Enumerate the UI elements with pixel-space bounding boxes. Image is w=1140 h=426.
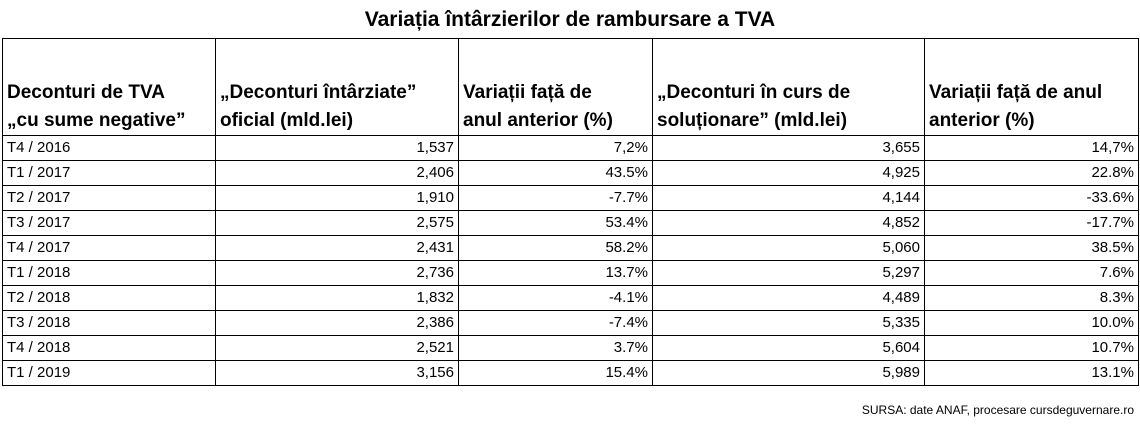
period-cell: T2 / 2017 [2,185,216,211]
official-delayed-cell: 2,406 [215,160,459,186]
in-progress-cell: 4,144 [652,185,925,211]
official-change-cell: 7,2% [458,135,653,161]
period-cell: T4 / 2018 [2,335,216,361]
table-title: Variația întârzierilor de rambursare a T… [364,8,776,31]
official-delayed-cell: 2,736 [215,260,459,286]
official-change-cell: -7.7% [458,185,653,211]
table-row: T2 / 2018 1,832 -4.1% 4,489 8.3% [2,285,1139,311]
official-change-cell: 43.5% [458,160,653,186]
period-cell: T1 / 2017 [2,160,216,186]
column-header-period: Deconturi de TVA „cu sume negative” [2,38,216,136]
period-cell: T4 / 2016 [2,135,216,161]
official-change-cell: 3.7% [458,335,653,361]
table-row: T1 / 2018 2,736 13.7% 5,297 7.6% [2,260,1139,286]
official-change-cell: 15.4% [458,360,653,386]
official-delayed-cell: 2,575 [215,210,459,236]
table-row: T3 / 2017 2,575 53.4% 4,852 -17.7% [2,210,1139,236]
column-header-in-progress: „Deconturi în curs de soluționare” (mld.… [652,38,925,136]
in-progress-change-cell: -17.7% [924,210,1139,236]
official-change-cell: 53.4% [458,210,653,236]
table-row: T2 / 2017 1,910 -7.7% 4,144 -33.6% [2,185,1139,211]
table-row: T4 / 2016 1,537 7,2% 3,655 14,7% [2,135,1139,161]
in-progress-cell: 3,655 [652,135,925,161]
official-change-cell: 58.2% [458,235,653,261]
table-row: T1 / 2019 3,156 15.4% 5,989 13.1% [2,360,1139,386]
column-header-official-delayed: „Deconturi întârziate” oficial (mld.lei) [215,38,459,136]
in-progress-cell: 5,989 [652,360,925,386]
in-progress-change-cell: 38.5% [924,235,1139,261]
header-row: Deconturi de TVA „cu sume negative” „Dec… [2,38,1139,136]
official-delayed-cell: 2,431 [215,235,459,261]
in-progress-change-cell: 8.3% [924,285,1139,311]
official-delayed-cell: 3,156 [215,360,459,386]
vat-delays-table: Deconturi de TVA „cu sume negative” „Dec… [2,38,1139,386]
period-cell: T3 / 2017 [2,210,216,236]
column-header-in-progress-change: Variații față de anul anterior (%) [924,38,1139,136]
official-delayed-cell: 2,521 [215,335,459,361]
in-progress-change-cell: 13.1% [924,360,1139,386]
column-header-official-change: Variații față de anul anterior (%) [458,38,653,136]
official-delayed-cell: 1,537 [215,135,459,161]
in-progress-cell: 5,297 [652,260,925,286]
official-change-cell: -7.4% [458,310,653,336]
in-progress-change-cell: -33.6% [924,185,1139,211]
in-progress-change-cell: 22.8% [924,160,1139,186]
official-delayed-cell: 2,386 [215,310,459,336]
in-progress-change-cell: 14,7% [924,135,1139,161]
official-delayed-cell: 1,832 [215,285,459,311]
period-cell: T3 / 2018 [2,310,216,336]
period-cell: T1 / 2018 [2,260,216,286]
in-progress-cell: 5,604 [652,335,925,361]
official-change-cell: 13.7% [458,260,653,286]
in-progress-change-cell: 10.7% [924,335,1139,361]
period-cell: T1 / 2019 [2,360,216,386]
in-progress-cell: 4,489 [652,285,925,311]
table-row: T1 / 2017 2,406 43.5% 4,925 22.8% [2,160,1139,186]
source-note: SURSA: date ANAF, procesare cursdeguvern… [861,403,1134,417]
in-progress-change-cell: 10.0% [924,310,1139,336]
in-progress-cell: 4,925 [652,160,925,186]
in-progress-change-cell: 7.6% [924,260,1139,286]
official-delayed-cell: 1,910 [215,185,459,211]
table-row: T3 / 2018 2,386 -7.4% 5,335 10.0% [2,310,1139,336]
in-progress-cell: 4,852 [652,210,925,236]
table-row: T4 / 2017 2,431 58.2% 5,060 38.5% [2,235,1139,261]
official-change-cell: -4.1% [458,285,653,311]
period-cell: T4 / 2017 [2,235,216,261]
in-progress-cell: 5,335 [652,310,925,336]
table-row: T4 / 2018 2,521 3.7% 5,604 10.7% [2,335,1139,361]
in-progress-cell: 5,060 [652,235,925,261]
period-cell: T2 / 2018 [2,285,216,311]
